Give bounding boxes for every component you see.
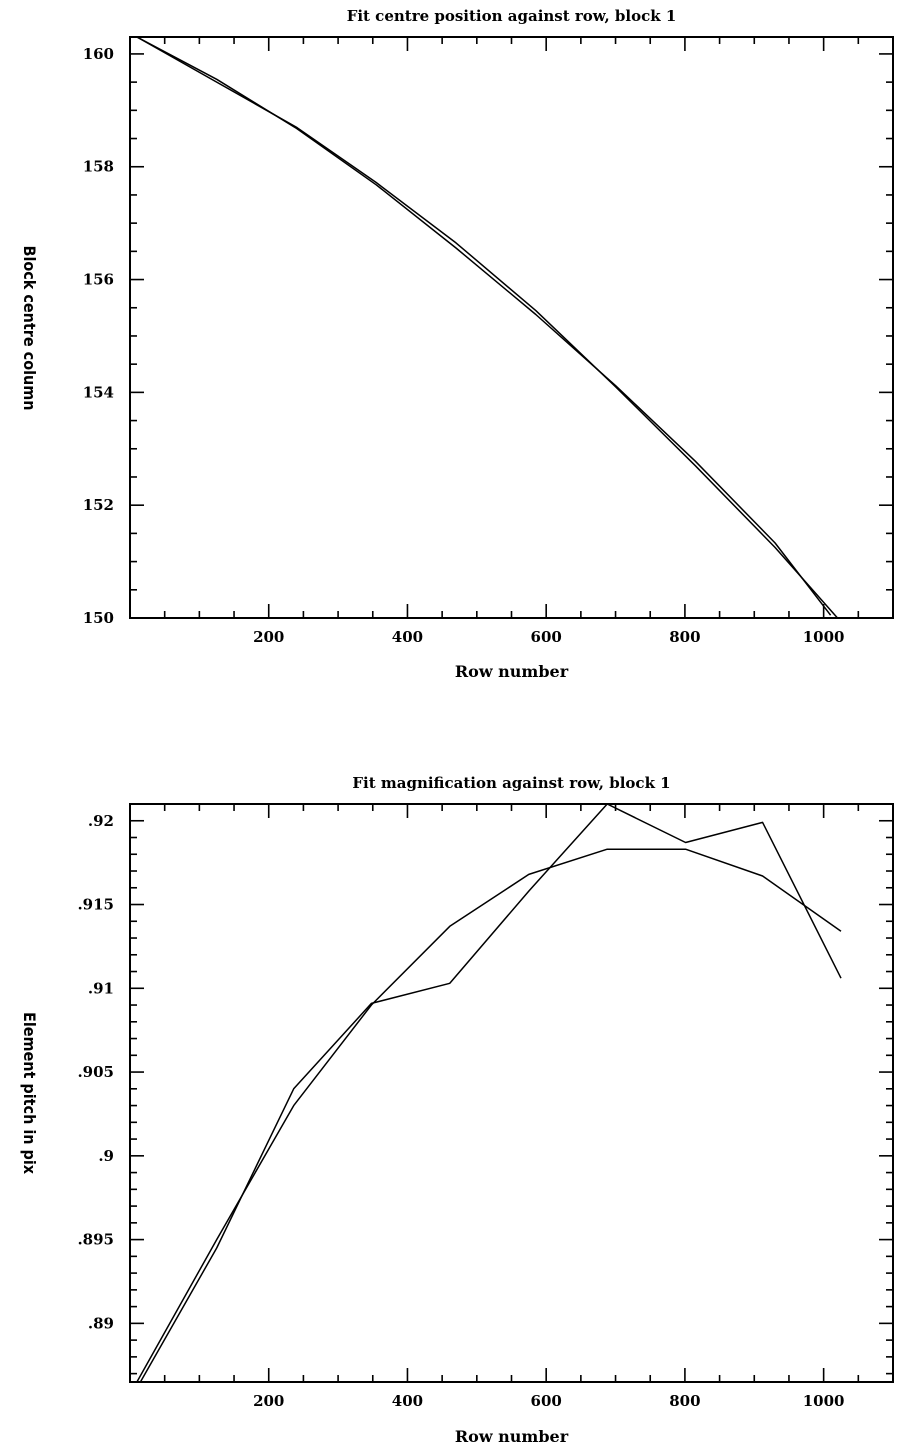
plot-frame — [129, 36, 894, 619]
y-tick-label: .91 — [88, 979, 114, 997]
y-axis-label: Element pitch in pix — [20, 1012, 39, 1175]
series-line-2 — [136, 848, 842, 1382]
x-tick-label: 400 — [392, 628, 423, 646]
y-tick-label: .89 — [88, 1314, 114, 1332]
x-tick-label: 800 — [669, 628, 700, 646]
y-axis-label: Block centre column — [20, 245, 39, 410]
x-tick-label: 800 — [669, 1392, 700, 1410]
chart-panel-1: Fit centre position against row, block 1… — [20, 7, 894, 681]
x-axis-label: Row number — [455, 662, 569, 681]
y-tick-label: .915 — [77, 896, 114, 914]
x-tick-label: 200 — [253, 628, 284, 646]
y-tick-label: .9 — [98, 1147, 114, 1165]
series-line-1 — [136, 37, 832, 616]
y-tick-label: 156 — [83, 271, 114, 289]
x-tick-label: 600 — [531, 628, 562, 646]
x-tick-label: 600 — [531, 1392, 562, 1410]
series-line-2 — [136, 37, 839, 618]
y-tick-label: .92 — [88, 812, 114, 830]
y-tick-label: 154 — [83, 383, 114, 401]
x-tick-label: 400 — [392, 1392, 423, 1410]
y-tick-label: 150 — [83, 609, 114, 627]
plot-frame — [129, 803, 894, 1383]
y-tick-label: 160 — [83, 45, 114, 63]
x-tick-label: 200 — [253, 1392, 284, 1410]
chart-title: Fit centre position against row, block 1 — [347, 7, 677, 25]
series-line-1 — [139, 804, 842, 1382]
chart-title: Fit magnification against row, block 1 — [352, 774, 670, 792]
x-tick-label: 1000 — [803, 1392, 845, 1410]
y-tick-label: .895 — [77, 1231, 114, 1249]
y-tick-label: .905 — [77, 1063, 114, 1081]
y-tick-label: 158 — [83, 158, 114, 176]
x-axis-label: Row number — [455, 1427, 569, 1446]
y-tick-label: 152 — [83, 496, 114, 514]
chart-panel-2: Fit magnification against row, block 1 20… — [20, 774, 894, 1446]
x-tick-label: 1000 — [803, 628, 845, 646]
